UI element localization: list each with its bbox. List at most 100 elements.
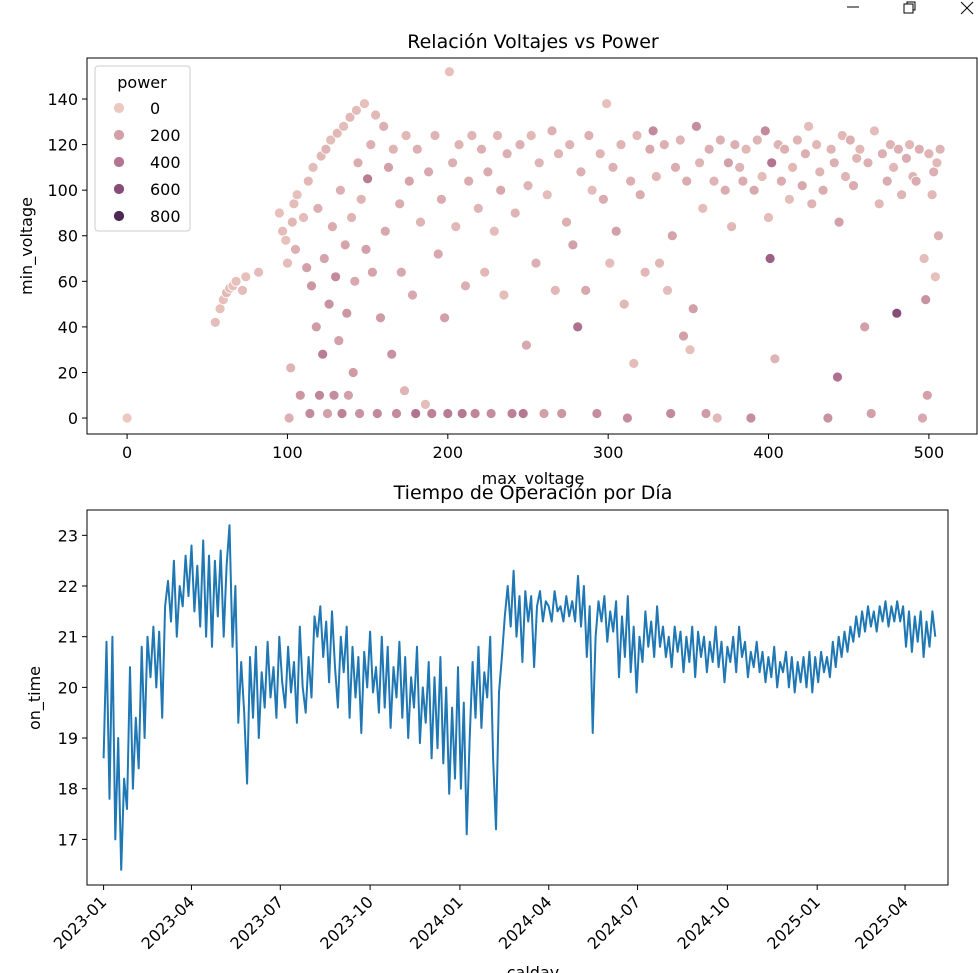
scatter-point	[506, 408, 518, 419]
scatter-point	[737, 175, 749, 187]
scatter-point	[469, 408, 481, 419]
scatter-point	[763, 212, 774, 223]
scatter-point	[666, 230, 678, 242]
y-tick-label: 19	[58, 729, 78, 748]
legend-marker	[113, 129, 125, 141]
scatter-point	[386, 348, 398, 360]
scatter-point	[354, 408, 366, 419]
scatter-point	[285, 362, 297, 374]
scatter-point	[253, 266, 265, 278]
scatter-point	[575, 166, 587, 178]
scatter-point	[694, 157, 705, 169]
scatter-point	[708, 175, 720, 187]
scatter-point	[556, 408, 568, 419]
scatter-point	[341, 307, 353, 319]
scatter-point	[411, 143, 423, 155]
scatter-point	[383, 161, 394, 173]
scatter-point	[700, 408, 712, 419]
scatter-point	[355, 193, 367, 205]
scatter-point	[280, 234, 292, 246]
scatter-point	[697, 202, 709, 214]
scatter-point	[684, 344, 696, 356]
scatter-point	[521, 339, 532, 351]
scatter-point	[298, 212, 309, 223]
line-series	[102, 524, 937, 871]
scatter-point	[631, 130, 643, 141]
scatter-point	[525, 130, 537, 141]
scatter-point	[769, 353, 781, 365]
scatter-point	[328, 389, 340, 401]
scatter-point	[881, 175, 893, 187]
y-tick-label: 80	[58, 227, 78, 246]
scatter-point	[628, 357, 640, 369]
scatter-point	[779, 143, 790, 155]
scatter-point	[399, 385, 410, 397]
scatter-point	[928, 166, 940, 178]
scatter-point	[492, 130, 503, 141]
scatter-point	[756, 171, 768, 182]
scatter-point	[691, 121, 702, 132]
scatter-point	[885, 139, 896, 151]
scatter-point	[541, 189, 553, 201]
scatter-point	[301, 262, 313, 274]
scatter-point	[304, 408, 316, 419]
scatter-point	[342, 389, 354, 401]
scatter-point	[333, 335, 345, 347]
scatter-point	[572, 321, 584, 333]
scatter-point	[711, 412, 723, 424]
line-x-label: calday	[507, 963, 559, 973]
y-tick-label: 20	[58, 363, 78, 382]
scatter-legend: power 0 200 400 600 800	[94, 65, 191, 232]
scatter-point	[447, 157, 459, 169]
scatter-point	[514, 139, 526, 151]
scatter-point	[832, 371, 843, 383]
y-tick-label: 0	[68, 409, 78, 428]
scatter-point	[896, 189, 907, 201]
legend-marker	[113, 183, 125, 195]
scatter-point	[338, 121, 350, 132]
scatter-point	[806, 198, 818, 210]
legend-entry-label: 0	[150, 99, 160, 118]
scatter-point	[423, 166, 435, 178]
restore-button[interactable]	[899, 0, 921, 14]
scatter-point	[625, 175, 636, 187]
scatter-point	[877, 148, 888, 160]
scatter-point	[460, 280, 471, 292]
scatter-point	[913, 143, 925, 155]
legend-entry-label: 600	[150, 180, 181, 199]
scatter-point	[429, 130, 441, 141]
scatter-point	[904, 139, 915, 151]
y-tick-label: 18	[58, 780, 78, 799]
close-button[interactable]	[956, 0, 978, 15]
scatter-point	[339, 239, 351, 251]
legend-marker	[113, 102, 125, 114]
scatter-point	[933, 230, 944, 242]
x-tick-label: 2024-07	[584, 892, 645, 953]
scatter-point	[290, 243, 301, 255]
scatter-point	[387, 143, 399, 155]
scatter-point	[326, 221, 338, 233]
scatter-point	[759, 125, 771, 137]
scatter-point	[873, 198, 885, 210]
legend-entry-label: 200	[150, 126, 181, 145]
scatter-point	[230, 275, 242, 287]
scatter-point	[745, 412, 757, 424]
scatter-point	[811, 139, 822, 151]
scatter-point	[647, 125, 659, 137]
scatter-point	[320, 143, 332, 155]
scatter-title: Relación Voltajes vs Power	[407, 31, 659, 53]
scatter-point	[917, 412, 928, 424]
scatter-point	[851, 152, 863, 164]
scatter-point	[498, 289, 510, 301]
legend-marker	[113, 210, 125, 222]
scatter-point	[349, 275, 361, 287]
scatter-point	[891, 307, 903, 319]
scatter-point	[594, 148, 606, 160]
scatter-point	[748, 184, 760, 196]
minimize-button[interactable]	[842, 0, 864, 14]
scatter-point	[549, 284, 561, 296]
scatter-y-label: min_voltage	[17, 197, 37, 295]
scatter-point	[840, 171, 851, 182]
scatter-point	[394, 198, 406, 210]
y-tick-label: 23	[58, 526, 78, 545]
